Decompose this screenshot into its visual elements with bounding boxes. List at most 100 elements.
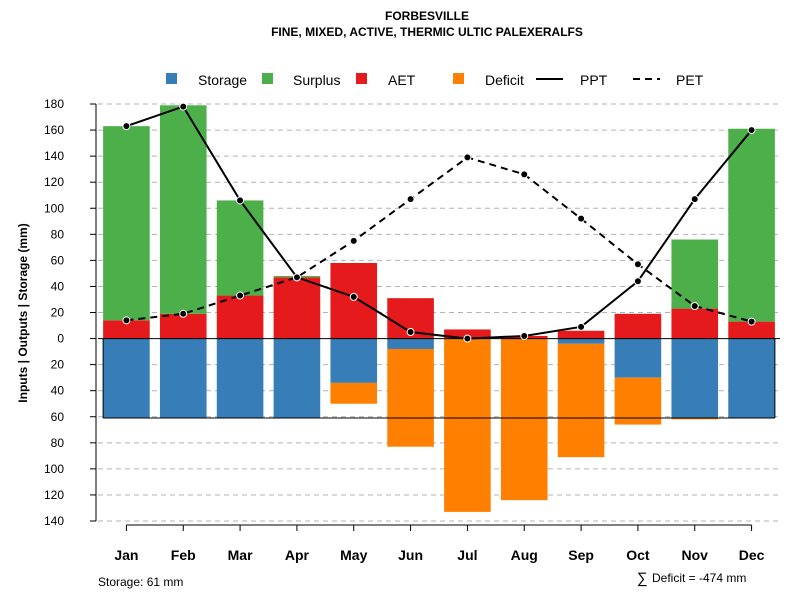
chart-title: FORBESVILLE xyxy=(385,9,469,23)
x-tick-label: Mar xyxy=(228,547,253,563)
axes: 180 160 140 120 100 80 60 40 20 0 20 40 60 80 100 120 14… xyxy=(44,97,765,563)
surplus-bar xyxy=(103,126,150,321)
aet-bar xyxy=(159,313,207,339)
x-tick-label: Sep xyxy=(568,547,594,563)
ppt-point xyxy=(236,196,245,205)
aet-bar xyxy=(614,313,662,339)
surplus-bar xyxy=(159,105,207,314)
pet-point xyxy=(406,195,415,204)
aet-bar xyxy=(216,295,264,339)
y-tick-label: 120 xyxy=(44,175,64,189)
legend-swatch xyxy=(356,73,367,84)
surplus-bar xyxy=(671,239,719,309)
x-tick-label: Feb xyxy=(171,547,196,563)
y-tick-label: 60 xyxy=(51,410,65,424)
x-tick-label: Jun xyxy=(398,547,423,563)
y-tick-label: 20 xyxy=(51,358,65,372)
y-tick-label: 140 xyxy=(44,149,64,163)
ppt-line xyxy=(126,105,753,340)
x-tick-label: Aug xyxy=(511,547,538,563)
storage-bar xyxy=(387,338,434,349)
x-tick-label: Nov xyxy=(682,547,709,563)
pet-point xyxy=(690,301,699,310)
aet-bar xyxy=(273,277,321,339)
legend-swatch xyxy=(262,73,273,84)
gridlines xyxy=(98,103,780,522)
storage-bar xyxy=(557,338,605,344)
deficit-bar xyxy=(330,382,378,404)
x-tick-label: Jan xyxy=(114,547,138,563)
ppt-point xyxy=(406,328,415,337)
storage-bar xyxy=(671,338,719,419)
x-tick-label: Apr xyxy=(285,547,310,563)
y-tick-label: 100 xyxy=(44,201,64,215)
y-tick-label: 80 xyxy=(51,227,65,241)
ppt-point xyxy=(292,273,301,282)
legend-label: Storage xyxy=(198,72,247,88)
deficit-bar xyxy=(614,377,662,425)
surplus-bar xyxy=(216,200,264,296)
ppt-point xyxy=(463,334,472,343)
deficit-bar xyxy=(444,338,491,512)
ppt-point xyxy=(577,322,586,331)
ppt-point xyxy=(690,195,699,204)
legend-swatch xyxy=(166,73,177,84)
pet-point xyxy=(633,260,642,269)
pet-point xyxy=(122,316,131,325)
y-tick-label: 20 xyxy=(51,306,65,320)
deficit-sum-note: Deficit = -474 mm xyxy=(652,571,746,585)
storage-note: Storage: 61 mm xyxy=(98,575,183,589)
deficit-bar xyxy=(387,348,434,447)
y-tick-label: 0 xyxy=(57,332,64,346)
aet-bar xyxy=(728,321,775,339)
y-tick-label: 80 xyxy=(51,436,65,450)
storage-bar xyxy=(614,338,662,378)
series-lines xyxy=(122,102,756,343)
ppt-point xyxy=(179,102,188,111)
pet-point xyxy=(747,317,756,326)
y-tick-label: 160 xyxy=(44,123,64,137)
ppt-point xyxy=(349,292,358,301)
bars xyxy=(98,105,780,512)
legend-label: PPT xyxy=(580,72,608,88)
storage-bar xyxy=(159,338,207,419)
storage-bar xyxy=(330,338,378,383)
x-tick-label: Jul xyxy=(457,547,477,563)
x-tick-label: Oct xyxy=(626,547,650,563)
ppt-point xyxy=(633,277,642,286)
aet-bar xyxy=(671,308,719,339)
y-tick-label: 140 xyxy=(44,514,64,528)
y-axis-label: Inputs | Outputs | Storage (mm) xyxy=(16,223,30,402)
legend-label: Deficit xyxy=(485,72,524,88)
legend-label: PET xyxy=(676,72,704,88)
pet-point xyxy=(463,153,472,162)
ppt-point xyxy=(520,331,529,340)
storage-bar xyxy=(103,338,150,419)
legend: Storage Surplus AET Deficit PPT PET xyxy=(166,72,704,88)
pet-point xyxy=(179,309,188,318)
chart-subtitle: FINE, MIXED, ACTIVE, THERMIC ULTIC PALEX… xyxy=(271,25,583,39)
x-tick-label: May xyxy=(340,547,367,563)
pet-point xyxy=(349,236,358,245)
pet-point xyxy=(236,291,245,300)
surplus-bar xyxy=(728,128,775,322)
legend-swatch xyxy=(453,73,464,84)
y-tick-label: 100 xyxy=(44,462,64,476)
aet-bar xyxy=(444,329,491,339)
deficit-bar xyxy=(671,418,719,420)
y-tick-label: 40 xyxy=(51,384,65,398)
pet-line xyxy=(126,156,752,323)
legend-label: AET xyxy=(388,72,416,88)
y-tick-label: 180 xyxy=(44,97,64,111)
pet-point xyxy=(520,170,529,179)
y-tick-label: 120 xyxy=(44,488,64,502)
legend-label: Surplus xyxy=(293,72,340,88)
pet-point xyxy=(577,214,586,223)
deficit-bar xyxy=(557,343,605,458)
storage-bar xyxy=(273,338,321,419)
y-tick-label: 40 xyxy=(51,279,65,293)
y-tick-label: 60 xyxy=(51,253,65,267)
deficit-sum-symbol: ∑ xyxy=(637,570,648,587)
storage-bar xyxy=(728,338,775,419)
